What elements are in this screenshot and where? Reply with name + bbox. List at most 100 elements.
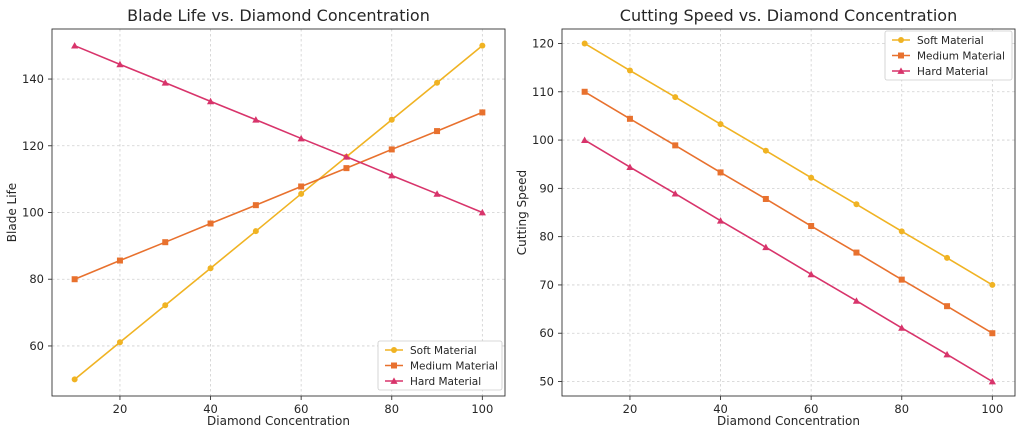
- data-point: [71, 276, 78, 283]
- y-tick-label: 50: [539, 375, 554, 389]
- data-point: [717, 121, 724, 128]
- data-point: [717, 169, 724, 176]
- series-medium-material: [71, 109, 486, 283]
- x-tick-label: 40: [203, 402, 218, 416]
- x-tick-label: 20: [113, 402, 128, 416]
- data-point: [116, 339, 123, 346]
- x-tick-label: 80: [384, 402, 399, 416]
- data-point: [116, 257, 123, 264]
- legend-item: Medium Material: [385, 361, 498, 373]
- y-axis-label: Cutting Speed: [515, 170, 529, 255]
- chart-title: Blade Life vs. Diamond Concentration: [127, 6, 430, 25]
- data-point: [581, 88, 588, 95]
- legend-item: Hard Material: [892, 66, 988, 78]
- data-point: [626, 67, 633, 74]
- data-point: [207, 220, 214, 227]
- legend-frame: [884, 30, 1013, 81]
- data-point: [298, 183, 305, 190]
- data-point: [808, 174, 815, 181]
- chart-title: Cutting Speed vs. Diamond Concentration: [620, 6, 957, 25]
- data-point: [989, 330, 996, 337]
- legend-label: Medium Material: [917, 51, 1005, 63]
- data-point: [626, 115, 633, 122]
- series-hard-material: [581, 136, 996, 385]
- data-point: [116, 60, 124, 68]
- y-tick-label: 100: [532, 133, 554, 147]
- legend-marker: [391, 362, 397, 369]
- series-hard-material: [71, 42, 486, 216]
- legend-label: Soft Material: [410, 345, 477, 357]
- y-tick-label: 100: [22, 206, 44, 220]
- data-point: [162, 302, 169, 309]
- series-medium-material: [581, 88, 996, 337]
- legend: Soft Material Medium Material Hard Materia…: [884, 30, 1013, 81]
- data-point: [207, 265, 214, 272]
- series-line: [584, 91, 993, 334]
- data-point: [297, 134, 305, 142]
- x-tick-label: 100: [981, 402, 1003, 416]
- y-axis-label: Blade Life: [5, 183, 19, 242]
- data-point: [898, 276, 905, 283]
- data-point: [479, 109, 486, 116]
- data-point: [479, 42, 486, 49]
- legend: Soft Material Medium Material Hard Materia…: [377, 340, 503, 391]
- legend-item: Soft Material: [892, 35, 984, 47]
- data-point: [762, 147, 769, 154]
- data-point: [433, 190, 441, 197]
- data-point: [343, 165, 350, 172]
- data-point: [388, 171, 396, 179]
- legend-label: Hard Material: [410, 376, 481, 388]
- data-point: [852, 297, 861, 304]
- series-soft-material: [581, 40, 996, 288]
- legend-item: Medium Material: [892, 51, 1005, 63]
- data-point: [716, 217, 725, 224]
- data-point: [944, 254, 951, 261]
- data-point: [989, 281, 996, 288]
- data-point: [853, 201, 860, 208]
- data-point: [626, 163, 634, 170]
- legend-frame: [377, 340, 503, 391]
- data-point: [161, 79, 169, 86]
- legend-marker: [390, 377, 398, 384]
- data-point: [762, 243, 770, 251]
- legend-item: Soft Material: [385, 345, 477, 357]
- chart-panel-2: 20 40 60 80 100 50 60 70 80 90 100 110 120 Cutting Sp…: [515, 6, 1016, 428]
- x-tick-label: 60: [804, 402, 819, 416]
- data-point: [388, 116, 395, 123]
- data-point: [434, 128, 441, 135]
- data-point: [762, 195, 769, 202]
- data-point: [252, 116, 260, 123]
- legend-label: Medium Material: [410, 361, 498, 373]
- x-axis-label: Diamond Concentration: [207, 414, 350, 428]
- data-point: [342, 153, 351, 160]
- data-point: [898, 324, 906, 331]
- data-point: [252, 228, 259, 235]
- x-tick-label: 100: [471, 402, 493, 416]
- series-line: [584, 42, 993, 286]
- y-tick-label: 120: [22, 139, 44, 153]
- data-point: [388, 146, 395, 153]
- series-line: [74, 111, 483, 280]
- y-tick-label: 110: [532, 85, 554, 99]
- data-point: [581, 136, 589, 143]
- legend-item: Hard Material: [385, 376, 481, 388]
- data-point: [988, 377, 996, 385]
- x-tick-label: 20: [623, 402, 638, 416]
- y-tick-label: 60: [539, 326, 554, 340]
- data-point: [672, 94, 679, 101]
- data-point: [298, 190, 305, 197]
- data-point: [807, 270, 815, 278]
- data-point: [478, 208, 486, 216]
- data-point: [162, 239, 169, 246]
- data-point: [672, 142, 679, 149]
- legend-marker: [391, 347, 397, 353]
- x-tick-label: 60: [294, 402, 309, 416]
- data-point: [252, 202, 259, 209]
- series-soft-material: [71, 42, 486, 383]
- data-point: [581, 40, 588, 47]
- plot-frame: [561, 28, 1016, 397]
- data-point: [206, 97, 215, 105]
- y-tick-label: 120: [532, 36, 554, 50]
